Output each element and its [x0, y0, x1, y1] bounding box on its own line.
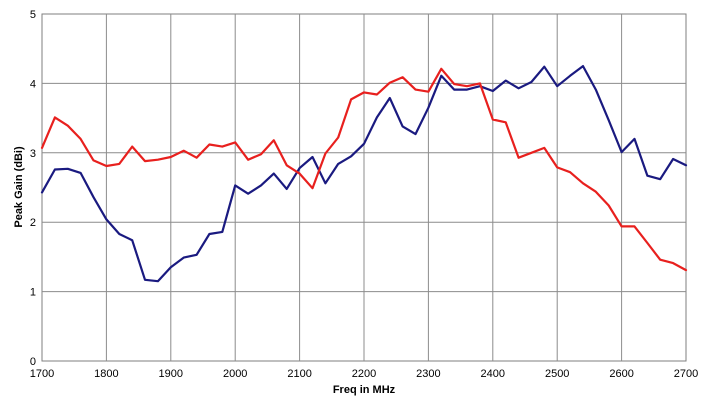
x-tick-label: 2100	[287, 368, 311, 380]
y-tick-label: 4	[30, 78, 36, 90]
y-tick-label: 0	[30, 356, 36, 368]
x-tick-label: 1700	[30, 368, 54, 380]
series-lines	[40, 64, 688, 283]
series-line-2	[40, 67, 688, 272]
x-tick-label: 2200	[352, 368, 376, 380]
x-tick-label: 2000	[223, 368, 247, 380]
x-tick-label: 2300	[416, 368, 440, 380]
y-axis-title: Peak Gain (dBi)	[13, 146, 25, 228]
y-axis-ticks: 0 1 2 3 4 5	[30, 9, 36, 368]
y-tick-label: 2	[30, 217, 36, 229]
x-tick-label: 2400	[481, 368, 505, 380]
x-axis-title: Freq in MHz	[333, 384, 396, 396]
grid-lines	[42, 14, 686, 361]
y-tick-label: 5	[30, 9, 36, 21]
x-tick-label: 1800	[94, 368, 118, 380]
y-tick-label: 1	[30, 287, 36, 299]
x-tick-label: 1900	[159, 368, 183, 380]
x-axis-ticks: 1700 1800 1900 2000 2100 2200 2300 2400 2500 2600…	[30, 368, 698, 380]
x-tick-label: 2500	[545, 368, 569, 380]
x-tick-label: 2700	[674, 368, 698, 380]
series-line-1	[40, 64, 688, 283]
x-tick-label: 2600	[609, 368, 633, 380]
y-tick-label: 3	[30, 148, 36, 160]
